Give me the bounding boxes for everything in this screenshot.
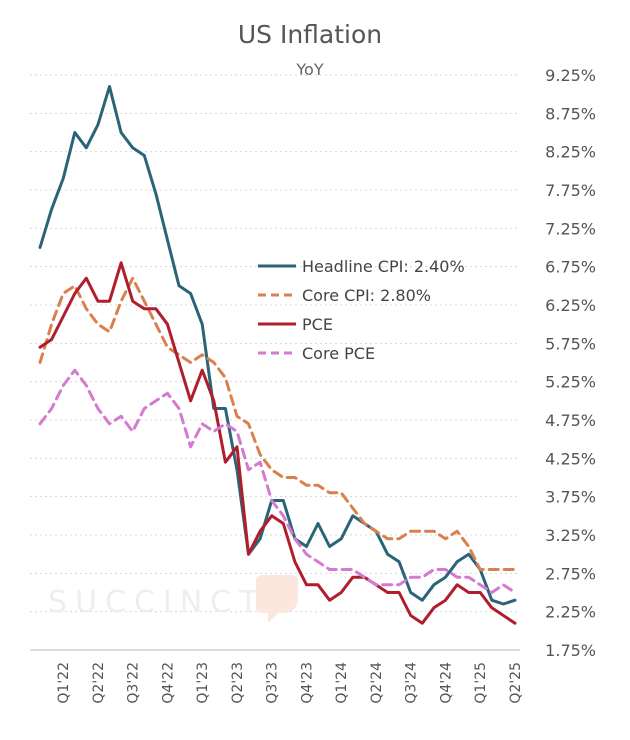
y-tick-label: 1.75% [545,641,596,660]
x-tick-label: Q2'22 [91,662,107,704]
y-tick-label: 6.75% [545,258,596,277]
y-tick-label: 5.25% [545,373,596,392]
x-tick-label: Q1'23 [195,662,211,704]
x-tick-label: Q1'24 [334,662,350,704]
x-tick-label: Q3'23 [265,662,281,704]
series-line [38,261,517,625]
legend-label: Headline CPI: 2.40% [302,257,465,276]
series-line [38,85,517,606]
x-tick-label: Q4'24 [438,662,454,704]
x-tick-label: Q2'25 [508,662,524,704]
y-tick-label: 7.25% [545,219,596,238]
y-tick-label: 2.25% [545,603,596,622]
series-line [38,368,517,594]
x-tick-label: Q2'24 [369,662,385,704]
x-tick-label: Q4'23 [299,662,315,704]
y-tick-label: 9.25% [545,66,596,85]
x-tick-label: Q1'25 [473,662,489,704]
y-tick-label: 4.25% [545,449,596,468]
y-tick-label: 7.75% [545,181,596,200]
chart-subtitle: YoY [296,60,324,79]
y-tick-label: 3.75% [545,488,596,507]
y-tick-label: 3.25% [545,526,596,545]
series-line [38,276,517,571]
y-tick-label: 6.25% [545,296,596,315]
watermark-logo [256,575,298,623]
legend-label: PCE [302,315,333,334]
y-tick-label: 4.75% [545,411,596,430]
x-tick-label: Q3'22 [126,662,142,704]
y-tick-label: 2.75% [545,564,596,583]
y-tick-label: 8.75% [545,104,596,123]
legend-label: Core CPI: 2.80% [302,286,431,305]
x-tick-label: Q4'22 [160,662,176,704]
x-tick-label: Q2'23 [230,662,246,704]
x-tick-label: Q3'24 [404,662,420,704]
x-tick-label: Q1'22 [56,662,72,704]
y-tick-label: 8.25% [545,143,596,162]
chart-title: US Inflation [237,20,383,49]
y-tick-label: 5.75% [545,334,596,353]
watermark-text: SUCCINCT [48,585,265,620]
legend-label: Core PCE [302,344,375,363]
